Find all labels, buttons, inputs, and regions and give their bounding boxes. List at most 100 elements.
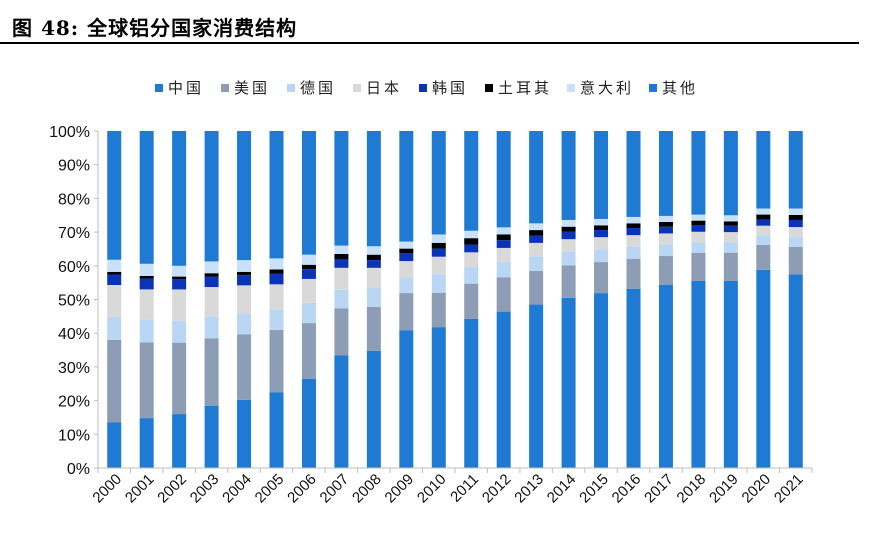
- bar-2010-series-2: [431, 274, 446, 293]
- bar-2000-series-7: [107, 131, 122, 260]
- y-tick-label-4: 40%: [58, 326, 90, 343]
- bar-2017-series-6: [658, 215, 673, 222]
- bar-2009-series-6: [399, 241, 414, 249]
- bar-2004-series-2: [237, 313, 252, 335]
- bar-2016-series-2: [626, 246, 641, 259]
- legend-label-4: 韩国: [432, 79, 468, 97]
- bar-2019-series-2: [723, 242, 738, 253]
- x-axis: 2000200120022003200420052006200720082009…: [89, 467, 813, 507]
- bar-2021-series-6: [788, 208, 803, 215]
- bar-2020-series-4: [756, 219, 771, 226]
- bar-2012-series-4: [496, 240, 511, 248]
- bar-2005-series-7: [269, 131, 284, 259]
- bar-2010-series-0: [431, 327, 446, 468]
- bar-2013-series-4: [529, 235, 544, 243]
- bar-2012-series-2: [496, 262, 511, 278]
- bar-2016-series-3: [626, 235, 641, 247]
- bar-2008-series-6: [366, 246, 381, 255]
- legend-label-6: 意大利: [580, 79, 634, 97]
- bar-2014-series-2: [561, 251, 576, 266]
- bar-2001-series-2: [139, 319, 154, 343]
- bar-2009-series-4: [399, 253, 414, 262]
- bar-2014-series-7: [561, 131, 576, 220]
- bar-2009-series-7: [399, 131, 414, 242]
- bar-2020-series-1: [756, 244, 771, 270]
- title-rule: [0, 42, 859, 44]
- y-tick-label-9: 90%: [58, 158, 90, 175]
- bar-2019-series-1: [723, 252, 738, 281]
- y-tick-label-7: 70%: [58, 225, 90, 242]
- bar-2014-series-6: [561, 219, 576, 227]
- bar-2019-series-7: [723, 131, 738, 216]
- bar-2002-series-4: [172, 279, 187, 290]
- x-tick-label-2020: 2020: [739, 471, 775, 507]
- bar-2000-series-4: [107, 274, 122, 286]
- bar-2007-series-7: [334, 131, 349, 246]
- bar-2006-series-2: [301, 302, 316, 324]
- bar-2015-series-5: [594, 225, 609, 231]
- x-tick-label-2012: 2012: [479, 471, 515, 507]
- bar-2006-series-7: [301, 131, 316, 255]
- bar-2021-series-1: [788, 246, 803, 275]
- x-tick-label-2006: 2006: [284, 471, 320, 507]
- bar-2010-series-3: [431, 256, 446, 275]
- bar-2005-series-3: [269, 284, 284, 310]
- bar-2014-series-1: [561, 265, 576, 298]
- bar-2010-series-1: [431, 292, 446, 328]
- x-tick-label-2016: 2016: [609, 471, 645, 507]
- bar-2017-series-2: [658, 244, 673, 257]
- bar-2013-series-2: [529, 256, 544, 271]
- x-tick-label-2005: 2005: [252, 471, 288, 507]
- bar-2010-series-5: [431, 242, 446, 249]
- bar-2004-series-3: [237, 285, 252, 314]
- bar-2020-series-6: [756, 208, 771, 215]
- x-tick-label-2007: 2007: [317, 471, 353, 507]
- bar-2013-series-7: [529, 131, 544, 224]
- bar-2012-series-7: [496, 131, 511, 228]
- bar-2003-series-7: [204, 131, 219, 262]
- bar-2013-series-3: [529, 242, 544, 257]
- legend-label-5: 土耳其: [498, 79, 552, 97]
- x-tick-label-2014: 2014: [544, 471, 580, 507]
- bar-2003-series-4: [204, 276, 219, 288]
- bar-2020-series-3: [756, 225, 771, 236]
- bar-2011-series-7: [464, 131, 479, 231]
- bar-2020-series-2: [756, 235, 771, 245]
- y-tick-label-2: 20%: [58, 394, 90, 411]
- bar-2008-series-5: [366, 254, 381, 261]
- legend-swatch-5: [485, 84, 493, 92]
- bar-2006-series-5: [301, 264, 316, 270]
- bar-2009-series-5: [399, 248, 414, 254]
- bar-2006-series-3: [301, 278, 316, 303]
- y-tick-label-3: 30%: [58, 360, 90, 377]
- bar-2012-series-0: [496, 311, 511, 468]
- y-axis: 0% 10% 20% 30% 40% 50% 60% 70% 80% 90% 100%: [49, 124, 99, 478]
- bar-2000-series-3: [107, 285, 122, 318]
- bar-2015-series-4: [594, 230, 609, 238]
- bar-2019-series-6: [723, 215, 738, 222]
- bar-2008-series-2: [366, 288, 381, 307]
- x-tick-label-2008: 2008: [349, 471, 385, 507]
- bar-2005-series-5: [269, 269, 284, 274]
- legend-swatch-1: [221, 84, 229, 92]
- x-tick-label-2017: 2017: [641, 471, 677, 507]
- bar-2002-series-1: [172, 342, 187, 415]
- bar-2018-series-3: [691, 231, 706, 243]
- bar-2014-series-5: [561, 226, 576, 232]
- bar-2011-series-0: [464, 318, 479, 468]
- bar-2018-series-6: [691, 214, 706, 221]
- bar-2019-series-0: [723, 280, 738, 468]
- bar-2005-series-1: [269, 329, 284, 393]
- bar-2001-series-6: [139, 263, 154, 276]
- bar-2003-series-2: [204, 316, 219, 339]
- bar-2009-series-0: [399, 330, 414, 468]
- bar-2011-series-5: [464, 238, 479, 245]
- bar-2021-series-0: [788, 274, 803, 468]
- bar-2006-series-0: [301, 378, 316, 468]
- bar-2015-series-7: [594, 131, 609, 219]
- bar-2002-series-2: [172, 321, 187, 343]
- bar-2020-series-7: [756, 131, 771, 209]
- bar-2011-series-1: [464, 283, 479, 319]
- x-tick-label-2001: 2001: [122, 471, 158, 507]
- y-tick-label-10: 100%: [49, 124, 90, 141]
